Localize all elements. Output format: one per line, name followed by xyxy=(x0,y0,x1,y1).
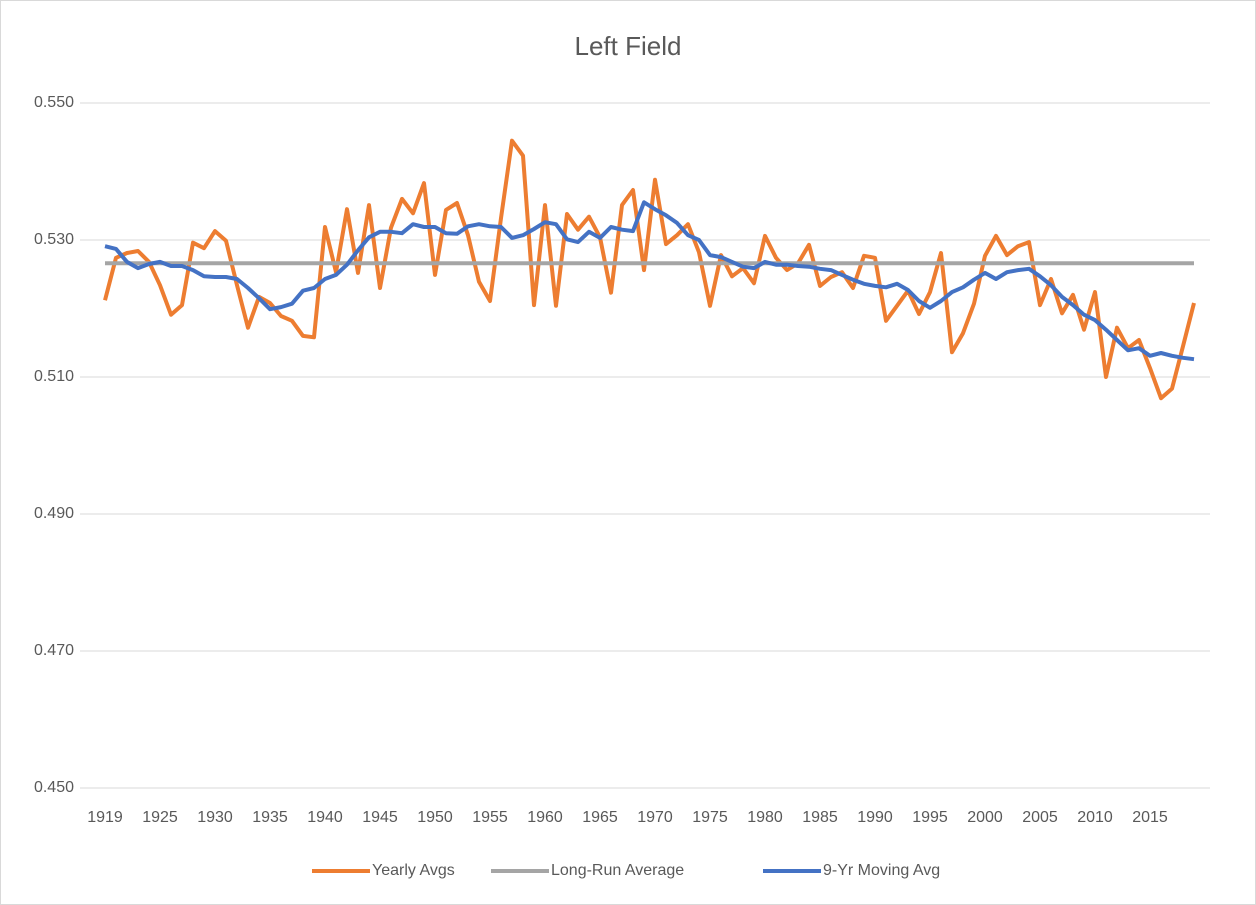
y-tick-label: 0.470 xyxy=(34,642,74,659)
x-tick-label: 1960 xyxy=(527,809,563,826)
x-tick-label: 1940 xyxy=(307,809,343,826)
legend-label: Long-Run Average xyxy=(551,862,684,879)
x-tick-label: 1950 xyxy=(417,809,453,826)
x-tick-label: 1995 xyxy=(912,809,948,826)
x-tick-label: 1935 xyxy=(252,809,288,826)
x-tick-label: 1975 xyxy=(692,809,728,826)
legend-label: 9-Yr Moving Avg xyxy=(823,862,940,879)
y-tick-label: 0.490 xyxy=(34,505,74,522)
series-line xyxy=(104,200,1195,362)
x-tick-label: 1980 xyxy=(747,809,783,826)
x-tick-label: 1965 xyxy=(582,809,618,826)
x-tick-label: 1985 xyxy=(802,809,838,826)
y-tick-label: 0.510 xyxy=(34,368,74,385)
x-tick-label: 1919 xyxy=(87,809,123,826)
x-tick-label: 1945 xyxy=(362,809,398,826)
x-tick-label: 1990 xyxy=(857,809,893,826)
series-line xyxy=(103,138,1196,401)
x-tick-label: 2015 xyxy=(1132,809,1168,826)
x-tick-label: 1925 xyxy=(142,809,178,826)
x-tick-label: 1955 xyxy=(472,809,508,826)
x-tick-label: 2005 xyxy=(1022,809,1058,826)
chart-title: Left Field xyxy=(575,31,682,61)
x-tick-label: 2000 xyxy=(967,809,1003,826)
y-tick-label: 0.550 xyxy=(34,94,74,111)
y-tick-label: 0.530 xyxy=(34,231,74,248)
x-tick-label: 2010 xyxy=(1077,809,1113,826)
x-tick-label: 1970 xyxy=(637,809,673,826)
x-tick-label: 1930 xyxy=(197,809,233,826)
legend-label: Yearly Avgs xyxy=(372,862,455,879)
y-tick-label: 0.450 xyxy=(34,779,74,796)
